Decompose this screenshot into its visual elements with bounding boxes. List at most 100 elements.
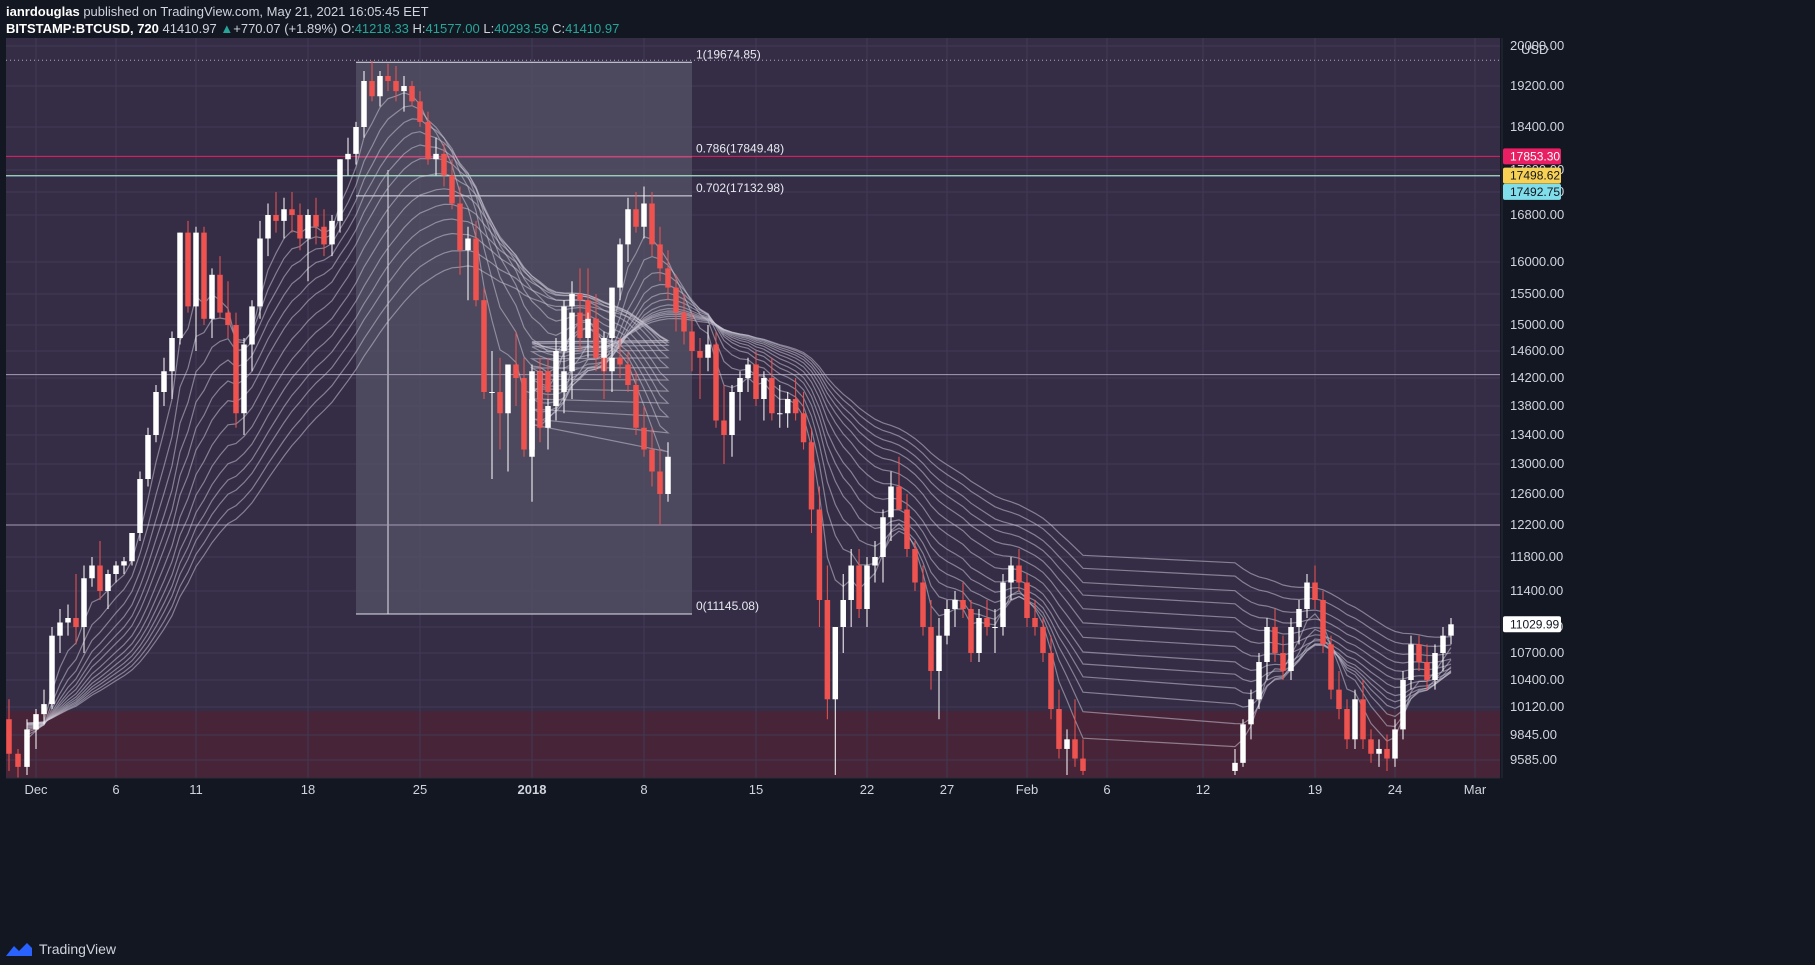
candle-body — [984, 618, 990, 627]
candle-body — [425, 121, 431, 160]
candle — [417, 91, 423, 127]
price-change: +770.07 (+1.89%) — [233, 21, 338, 36]
candle-body — [1328, 644, 1334, 690]
candle-body — [329, 220, 335, 245]
low-value: 40293.59 — [494, 21, 549, 36]
candle-body — [433, 153, 439, 160]
candle-body — [936, 635, 942, 671]
date-tick-label: 11 — [189, 782, 203, 797]
price-tick-label: 13000.00 — [1510, 456, 1564, 471]
candle — [433, 137, 439, 176]
candle — [1336, 671, 1342, 720]
price-tag-bg — [1503, 148, 1561, 165]
candle-body — [513, 364, 519, 378]
candle-body — [65, 618, 71, 623]
candle-body — [832, 627, 839, 700]
candle-body — [721, 420, 727, 435]
candle-body — [976, 618, 982, 653]
candle-body — [561, 306, 567, 351]
author-name[interactable]: ianrdouglas — [6, 4, 80, 19]
publish-info: ianrdouglas published on TradingView.com… — [6, 4, 429, 19]
candle — [49, 627, 55, 710]
candle-body — [1008, 565, 1014, 583]
candle — [353, 121, 359, 165]
candle-body — [177, 232, 183, 338]
candle — [105, 569, 111, 609]
candle — [633, 371, 639, 435]
candle-body — [313, 215, 319, 227]
candle — [1040, 618, 1046, 662]
candle-body — [1416, 644, 1422, 662]
candle-body — [441, 153, 447, 176]
candle — [193, 226, 199, 351]
candle — [960, 582, 966, 618]
candle — [1296, 600, 1302, 645]
price-tick-label: 12200.00 — [1510, 517, 1564, 532]
candle-body — [761, 378, 767, 399]
candle — [449, 159, 455, 210]
candle — [73, 574, 79, 645]
candle-body — [217, 274, 223, 313]
candle — [97, 541, 103, 600]
footer-brand[interactable]: TradingView — [39, 941, 117, 957]
fibonacci-box — [356, 62, 692, 614]
candle-body — [6, 719, 12, 754]
candle-body — [952, 600, 958, 609]
candle — [1408, 635, 1414, 690]
candle-body — [545, 371, 551, 392]
candle-body — [1064, 739, 1070, 749]
tradingview-logo-icon — [6, 943, 32, 956]
candle — [1448, 618, 1454, 645]
candle-body — [641, 427, 647, 450]
candle — [113, 561, 119, 583]
candle-body — [97, 565, 103, 591]
candle-body — [73, 618, 79, 627]
candle-body — [545, 406, 551, 428]
candle-body — [960, 600, 966, 609]
candle — [241, 338, 247, 435]
candle-body — [657, 244, 663, 269]
publish-text: published on TradingView.com, May 21, 20… — [83, 4, 429, 19]
candle-body — [633, 209, 639, 227]
candle-body — [1048, 653, 1054, 710]
candle-body — [777, 413, 783, 415]
candle — [864, 557, 870, 627]
candle — [657, 226, 663, 282]
candle — [1240, 719, 1246, 767]
candle-body — [505, 364, 511, 414]
candle-body — [1448, 624, 1454, 636]
candle-body — [1072, 739, 1078, 759]
candle-body — [1232, 762, 1238, 771]
candle — [649, 427, 655, 487]
candle-body — [1352, 699, 1358, 740]
candle-body — [1280, 653, 1286, 671]
candle — [665, 442, 671, 502]
candle — [1272, 609, 1278, 662]
candle — [201, 226, 207, 325]
candle — [337, 159, 343, 233]
candle-body — [1040, 627, 1046, 653]
candle — [1392, 719, 1398, 767]
candle — [1400, 671, 1406, 740]
candle-body — [33, 714, 39, 730]
candle — [153, 385, 159, 443]
symbol-interval[interactable]: BITSTAMP:BTCUSD, 720 — [6, 21, 159, 36]
candle-body — [848, 565, 854, 600]
candle — [577, 294, 583, 351]
candle-body — [553, 392, 559, 406]
candle — [249, 300, 255, 372]
candle-body — [57, 622, 63, 636]
candle-body — [649, 203, 655, 245]
candle-body — [1080, 758, 1086, 771]
candle-body — [385, 76, 391, 81]
candle — [561, 357, 567, 414]
price-tick-label: 10700.00 — [1510, 645, 1564, 660]
date-tick-label: Feb — [1016, 782, 1038, 797]
candle — [481, 287, 487, 399]
candle — [1424, 644, 1430, 690]
low-label: L: — [483, 21, 495, 36]
candle — [952, 591, 958, 627]
symbol-ohlc-row: BITSTAMP:BTCUSD, 720 41410.97 ▲+770.07 (… — [6, 21, 619, 36]
candle-body — [1304, 582, 1310, 609]
